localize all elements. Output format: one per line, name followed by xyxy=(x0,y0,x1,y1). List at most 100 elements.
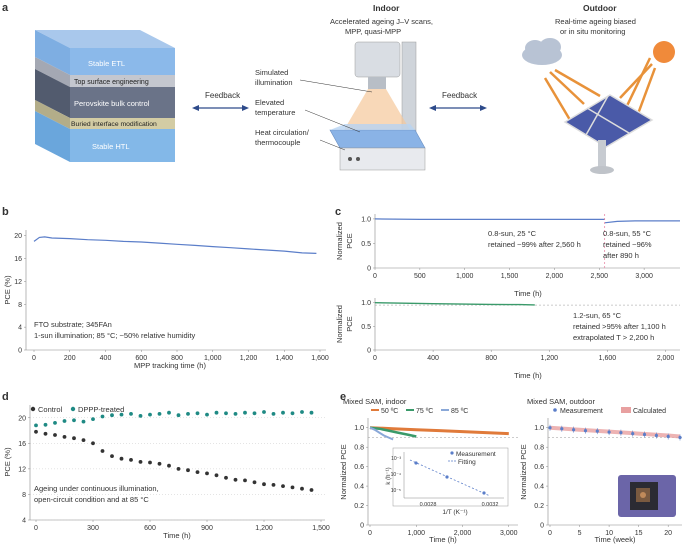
htl-layer xyxy=(70,129,175,162)
control-point xyxy=(195,470,200,474)
outdoor-desc-2: or in situ monitoring xyxy=(560,27,625,36)
chart-d-xlabel: Time (h) xyxy=(163,531,191,540)
dppp-point xyxy=(214,410,219,415)
buried-side xyxy=(35,100,70,129)
measurement-point xyxy=(583,429,588,433)
dppp-point xyxy=(72,418,76,423)
chart-c-bottom-annot-3: extrapolated T > 2,200 h xyxy=(573,333,654,342)
control-point xyxy=(186,468,190,473)
elev-temp-1: Elevated xyxy=(255,98,284,107)
chart-e-left-title: Mixed SAM, indoor xyxy=(343,397,407,406)
measurement-point xyxy=(560,427,564,431)
dppp-point xyxy=(119,412,124,417)
dppp-point xyxy=(233,412,238,416)
dppp-point xyxy=(281,410,285,415)
x-tick-label: 1,200 xyxy=(240,355,258,362)
chart-b-xlabel: MPP tracking time (h) xyxy=(134,361,206,370)
y-tick-label: 1.0 xyxy=(361,300,371,307)
chart-e-left-series-75c xyxy=(369,426,417,438)
dppp-point xyxy=(110,413,114,418)
x-tick-label: 0 xyxy=(373,273,377,280)
control-point xyxy=(309,488,314,492)
y-tick-label: 0.4 xyxy=(354,484,364,491)
device-photo xyxy=(618,475,676,517)
chart-b: 0 200 400 600 800 1,000 1,200 1,400 1,600 0 4 8 12 1… xyxy=(3,230,329,370)
x-tick-label: 1,500 xyxy=(312,525,330,532)
chart-c-bottom-ylabel-1: Normalized xyxy=(335,305,344,343)
etl-side xyxy=(35,30,70,75)
measurement-point xyxy=(572,428,576,432)
chart-c-top-annot-left-1: 0.8-sun, 25 °C xyxy=(488,229,537,238)
x-tick-label: 1,200 xyxy=(255,525,273,532)
layer-stack-illustration: Stable ETL Top surface engineering Perov… xyxy=(35,30,175,162)
chart-c-top-ylabel-1: Normalized xyxy=(335,222,344,260)
dppp-point xyxy=(157,412,162,416)
chart-b-ylabel: PCE (%) xyxy=(3,275,12,305)
chart-e-right-legend-measurement: Measurement xyxy=(560,408,603,415)
inset-legend-measurement: Measurement xyxy=(456,451,496,458)
chart-c-top-annot-right-2: retained ~96% xyxy=(603,240,652,249)
x-tick-label: 2,000 xyxy=(546,273,564,280)
control-point xyxy=(110,454,114,458)
measurement-point xyxy=(642,432,647,437)
x-tick-label: 5 xyxy=(578,530,582,537)
chart-e-right-ylabel: Normalized PCE xyxy=(519,444,528,499)
control-point xyxy=(53,433,57,437)
x-tick-label: 1,200 xyxy=(541,355,559,362)
control-point xyxy=(81,438,86,442)
chart-b-annotation-1: FTO substrate; 345FAn xyxy=(34,320,112,329)
y-tick-label: 0.6 xyxy=(354,464,364,471)
y-tick-label: 0.5 xyxy=(361,241,371,248)
stack-layer-etl: Stable ETL xyxy=(88,59,125,68)
dppp-point xyxy=(129,412,133,416)
chart-e-left-series-50c xyxy=(369,426,509,436)
chart-e-left-legend-75c: 75 ºC xyxy=(416,408,433,415)
x-tick-label: 1,600 xyxy=(599,355,617,362)
chart-c-top-series-25c xyxy=(374,218,605,220)
x-tick-label: 400 xyxy=(100,355,112,362)
inset-legend-measurement-marker xyxy=(450,451,454,455)
dppp-point xyxy=(53,421,57,425)
y-tick-label: 12 xyxy=(14,279,22,286)
top-surface-side xyxy=(35,57,70,87)
control-point xyxy=(62,435,67,439)
control-point xyxy=(72,436,76,441)
chart-d-annotation-2: open-circuit condition and at 85 °C xyxy=(34,495,149,504)
chart-e-left-inset: 10⁻³ 10⁻⁴ 10⁻⁵ 0.0028 0.0032 k (h⁻¹) 1/T… xyxy=(386,447,509,516)
x-tick-label: 2,000 xyxy=(657,355,675,362)
dppp-point xyxy=(224,411,228,416)
control-point xyxy=(157,461,162,466)
stack-layer-top-surface: Top surface engineering xyxy=(74,79,149,86)
chart-e-right-legend-calculated-swatch xyxy=(621,407,631,413)
dppp-point xyxy=(176,413,181,418)
measurement-point xyxy=(595,429,599,433)
outdoor-illustration xyxy=(522,38,675,174)
y-tick-label: 8 xyxy=(22,492,26,499)
htl-side xyxy=(35,111,70,162)
dppp-point xyxy=(148,412,152,417)
chart-c-bottom-annot-1: 1.2-sun, 65 °C xyxy=(573,311,622,320)
feedback-left-label: Feedback xyxy=(205,91,241,100)
control-point xyxy=(262,482,266,487)
measurement-point xyxy=(607,430,611,434)
chart-e-right-legend-calculated: Calculated xyxy=(633,408,666,415)
dppp-point xyxy=(34,423,38,428)
dppp-point xyxy=(43,422,48,427)
dppp-point xyxy=(138,414,143,418)
panel-label-b: b xyxy=(2,206,9,218)
sim-illum-1: Simulated xyxy=(255,68,288,77)
y-tick-label: 0.8 xyxy=(354,445,364,452)
y-tick-label: 0 xyxy=(367,348,371,355)
sim-illum-2: illumination xyxy=(255,78,293,87)
control-point xyxy=(167,463,171,468)
inset-xtick: 0.0028 xyxy=(420,502,437,508)
chart-c-top-annot-right-3: after 890 h xyxy=(603,251,639,260)
x-tick-label: 800 xyxy=(485,355,497,362)
chart-c-top: 0 500 1,000 1,500 2,000 2,500 3,000 0 0.5 1.0 0.… xyxy=(335,214,680,298)
control-point xyxy=(205,471,209,476)
control-point xyxy=(129,458,133,462)
y-tick-label: 4 xyxy=(18,325,22,332)
x-tick-label: 0 xyxy=(32,355,36,362)
control-point xyxy=(290,485,295,490)
